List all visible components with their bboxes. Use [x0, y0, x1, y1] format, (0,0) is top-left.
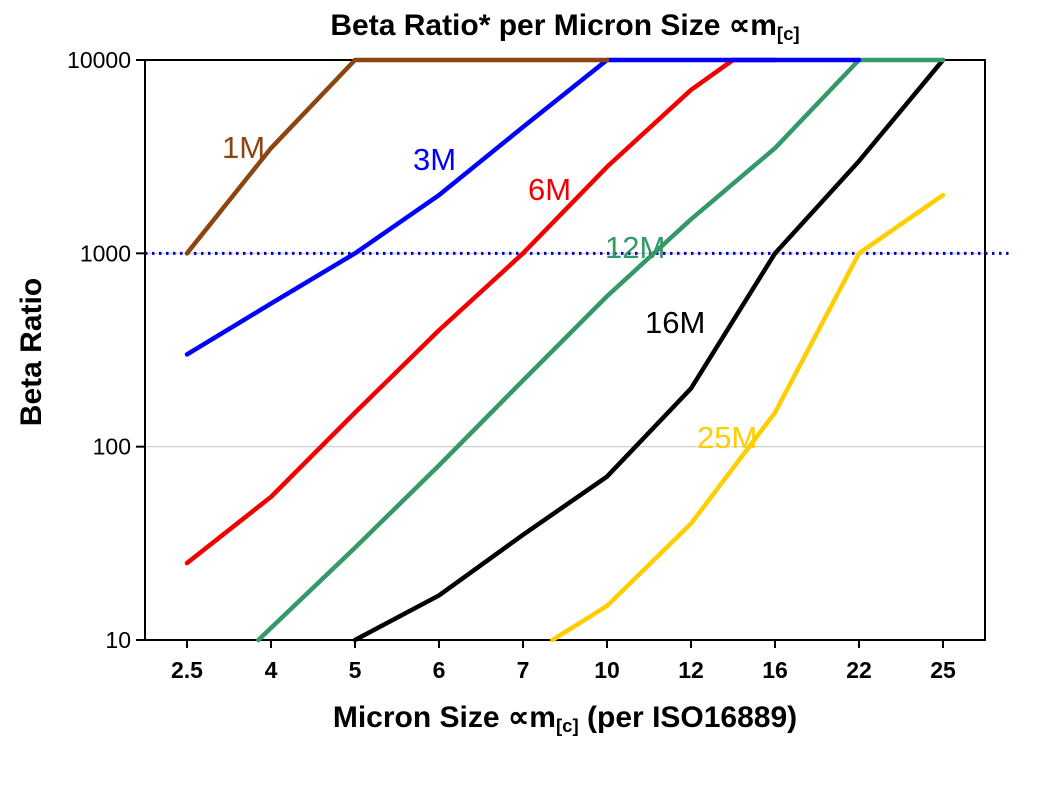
chart-title-text: Beta Ratio* per Micron Size ∝m [330, 9, 777, 42]
y-tick-label: 10000 [67, 47, 131, 73]
x-tick-label: 6 [433, 657, 446, 683]
x-tick-label: 12 [678, 657, 704, 683]
x-tick-label: 5 [349, 657, 362, 683]
x-tick-label: 2.5 [171, 657, 203, 683]
series-line-1M [184, 57, 610, 256]
y-tick-label: 100 [93, 434, 131, 460]
chart-title: Beta Ratio* per Micron Size ∝m[c] [145, 8, 985, 45]
y-tick-label: 1000 [80, 240, 131, 266]
series-label-12M: 12M [605, 230, 665, 265]
x-tick-label: 4 [265, 657, 278, 683]
x-tick-label: 10 [594, 657, 620, 683]
x-tick-label: 25 [930, 657, 956, 683]
y-tick-label: 10 [105, 627, 131, 653]
x-axis-title-text: Micron Size ∝m [332, 701, 556, 734]
x-tick-label: 7 [517, 657, 530, 683]
series-label-6M: 6M [528, 172, 571, 207]
x-axis-title-suffix: (per ISO16889) [578, 701, 798, 734]
series-line-12M [256, 57, 946, 643]
series-line-6M [184, 57, 778, 566]
series-label-25M: 25M [697, 420, 757, 455]
x-tick-label: 16 [762, 657, 788, 683]
series-line-25M [550, 192, 946, 643]
series-line-16M [352, 57, 946, 643]
series-line-3M [184, 57, 862, 357]
chart-title-subscript: [c] [776, 23, 800, 45]
series-label-3M: 3M [413, 142, 456, 177]
x-axis-title-subscript: [c] [555, 715, 579, 737]
x-axis-title: Micron Size ∝m[c] (per ISO16889) [145, 700, 985, 737]
x-tick-label: 22 [846, 657, 872, 683]
series-label-1M: 1M [222, 130, 265, 165]
series-label-16M: 16M [645, 305, 705, 340]
